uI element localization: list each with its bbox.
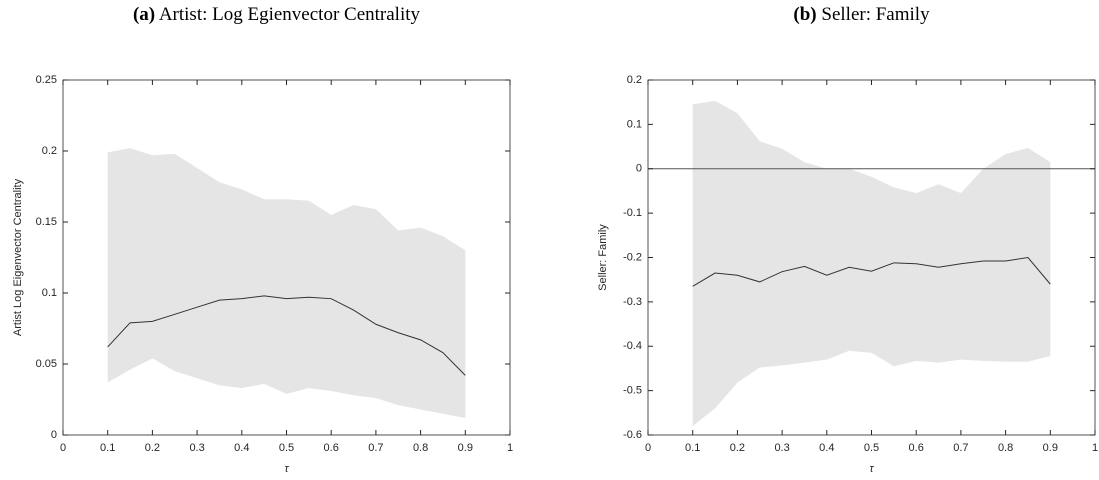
y-tick-label: -0.1 — [623, 207, 642, 219]
panel-title: Artist: Log Egienvector Centrality — [159, 4, 421, 25]
x-tick-label: 1 — [1092, 442, 1098, 454]
y-tick-label: 0.05 — [36, 358, 57, 370]
x-tick-label: 1 — [507, 442, 513, 454]
panel-label: (b) — [793, 4, 816, 25]
x-tick-label: 0.4 — [234, 442, 249, 454]
y-tick-label: 0 — [636, 163, 642, 175]
x-tick-label: 0.5 — [279, 442, 294, 454]
estimate-line — [107, 295, 466, 376]
x-tick-label: 0.4 — [819, 442, 834, 454]
x-axis-label: τ — [284, 463, 289, 475]
y-tick-label: -0.4 — [623, 340, 642, 352]
y-tick-label: 0.1 — [42, 287, 57, 299]
panel-label: (a) — [133, 4, 155, 25]
x-tick-label: 0.1 — [100, 442, 115, 454]
y-tick-label: 0.15 — [36, 216, 57, 228]
x-tick-label: 0.8 — [998, 442, 1013, 454]
y-tick-label: 0 — [51, 429, 57, 441]
y-tick-label: -0.6 — [623, 429, 642, 441]
x-tick-label: 0.7 — [368, 442, 383, 454]
y-tick-label: 0.2 — [42, 145, 57, 157]
confidence-band — [692, 100, 1051, 427]
panel-title: Seller: Family — [821, 4, 930, 25]
chart-title: (b) Seller: Family — [793, 4, 930, 25]
y-axis-label: Artist Log Eigenvector Centrality — [12, 178, 24, 336]
x-tick-label: 0.9 — [1043, 442, 1058, 454]
y-tick-label: 0.2 — [627, 74, 642, 86]
y-tick-label: 0.25 — [36, 74, 57, 86]
x-axis-label: τ — [869, 463, 874, 475]
x-tick-label: 0.8 — [413, 442, 428, 454]
x-tick-label: 0 — [60, 442, 66, 454]
x-tick-label: 0.7 — [953, 442, 968, 454]
y-axis-label: Seller: Family — [597, 224, 609, 291]
x-tick-label: 0.9 — [458, 442, 473, 454]
x-tick-label: 0 — [645, 442, 651, 454]
x-tick-label: 0.3 — [189, 442, 204, 454]
y-tick-label: 0.1 — [627, 118, 642, 130]
y-tick-label: -0.3 — [623, 296, 642, 308]
x-tick-label: 0.5 — [864, 442, 879, 454]
x-tick-label: 0.6 — [909, 442, 924, 454]
x-tick-label: 0.2 — [145, 442, 160, 454]
x-tick-label: 0.6 — [324, 442, 339, 454]
x-tick-label: 0.1 — [685, 442, 700, 454]
chart-title: (a) Artist: Log Egienvector Centrality — [133, 4, 421, 25]
y-tick-label: -0.2 — [623, 251, 642, 263]
x-tick-label: 0.3 — [774, 442, 789, 454]
x-tick-label: 0.2 — [730, 442, 745, 454]
estimate-line — [692, 256, 1051, 287]
confidence-band — [107, 148, 466, 418]
y-tick-label: -0.5 — [623, 385, 642, 397]
